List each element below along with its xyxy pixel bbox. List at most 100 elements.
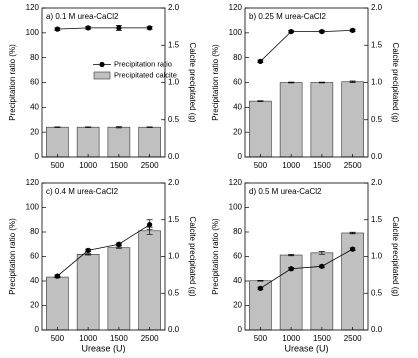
- x-tick-label: 2500: [344, 161, 362, 170]
- point: [54, 26, 60, 32]
- y-tick-label: 20: [30, 301, 39, 310]
- error-bar: [318, 81, 325, 84]
- y2-tick-label: 0.5: [168, 288, 180, 297]
- x-tick-label: 1000: [282, 334, 300, 343]
- x-tick-label: 2500: [141, 334, 159, 343]
- x-tick-label: 1500: [313, 334, 331, 343]
- y-tick-label: 100: [229, 28, 243, 37]
- line: [57, 27, 150, 30]
- y-tick-label: 100: [26, 28, 40, 37]
- y2-tick-label: 1.0: [371, 78, 383, 87]
- y2-tick-label: 1.5: [168, 40, 180, 49]
- point: [350, 27, 356, 33]
- x-tick-label: 500: [51, 334, 65, 343]
- point: [319, 28, 325, 35]
- point: [257, 58, 263, 64]
- y-tick-label: 40: [30, 276, 39, 285]
- y2-tick-label: 1.0: [371, 252, 383, 261]
- bar: [279, 82, 303, 158]
- point: [257, 285, 263, 291]
- y2-tick-label: 1.0: [168, 252, 180, 261]
- error-bar: [349, 80, 356, 83]
- bar: [107, 126, 131, 158]
- x-tick-label: 2500: [141, 161, 159, 170]
- panel-title: a) 0.1 M urea-CaCl2: [46, 12, 119, 21]
- y-tick-label: 40: [233, 276, 242, 285]
- bar: [310, 82, 334, 158]
- panel-title: c) 0.4 M urea-CaCl2: [46, 187, 119, 196]
- y2-tick-label: 0.5: [168, 115, 180, 124]
- y2-axis-label: Calcite precipitated (g): [188, 216, 197, 296]
- y2-tick-label: 1.5: [371, 40, 383, 49]
- y-axis-label: Precipitation ratio (%): [8, 44, 17, 121]
- y2-tick-label: 1.5: [168, 215, 180, 224]
- x-tick-label: 1500: [313, 161, 331, 170]
- point: [147, 25, 153, 31]
- y2-tick-label: 2.0: [168, 178, 180, 187]
- point: [288, 266, 294, 272]
- error-bar: [85, 126, 92, 128]
- y2-tick-label: 2.0: [168, 3, 180, 12]
- error-bar: [288, 81, 295, 84]
- y2-axis-label: Calcite precipitated (g): [188, 42, 197, 122]
- y-tick-label: 20: [233, 127, 242, 136]
- x-tick-label: 1000: [282, 161, 300, 170]
- y-tick-label: 60: [233, 78, 242, 87]
- legend-label: Precipitation ratio: [114, 59, 172, 68]
- legend-swatch: [93, 71, 111, 80]
- bar: [46, 276, 69, 331]
- x-axis-label: Urease (U): [284, 343, 328, 353]
- error-bar: [257, 100, 264, 102]
- y-tick-label: 0: [35, 325, 40, 334]
- point: [147, 222, 153, 228]
- y2-tick-label: 0.5: [371, 115, 383, 124]
- x-tick-label: 2500: [344, 334, 362, 343]
- y2-tick-label: 0.0: [371, 152, 383, 161]
- y2-tick-label: 0.5: [371, 288, 383, 297]
- y-tick-label: 80: [30, 227, 39, 236]
- point: [116, 241, 122, 247]
- y-tick-label: 80: [233, 227, 242, 236]
- y-tick-label: 20: [233, 301, 242, 310]
- y-tick-label: 40: [233, 102, 242, 111]
- x-tick-label: 500: [254, 334, 268, 343]
- y2-tick-label: 2.0: [371, 3, 383, 12]
- x-tick-label: 1000: [79, 334, 97, 343]
- bar: [107, 247, 131, 331]
- y-tick-label: 60: [30, 78, 39, 87]
- panel-title: b) 0.25 M urea-CaCl2: [249, 12, 326, 21]
- y2-tick-label: 0.0: [371, 325, 383, 334]
- point: [319, 263, 325, 269]
- y-tick-label: 120: [229, 3, 243, 12]
- line: [260, 248, 353, 289]
- bar: [138, 230, 161, 331]
- error-bar: [115, 246, 122, 249]
- bar: [138, 126, 161, 158]
- x-axis-label: Urease (U): [81, 343, 125, 353]
- y-tick-label: 60: [233, 252, 242, 261]
- error-bar: [288, 253, 295, 257]
- line: [57, 224, 150, 277]
- bar: [76, 253, 100, 331]
- y-tick-label: 100: [229, 203, 243, 212]
- point: [85, 25, 91, 31]
- y-axis-label: Precipitation ratio (%): [211, 218, 220, 295]
- y-axis-label: Precipitation ratio (%): [8, 218, 17, 295]
- error-bar: [115, 126, 122, 129]
- y2-tick-label: 2.0: [371, 178, 383, 187]
- y-tick-label: 0: [238, 325, 243, 334]
- y-axis-label: Precipitation ratio (%): [211, 44, 220, 121]
- error-bar: [257, 280, 264, 282]
- y2-tick-label: 0.0: [168, 325, 180, 334]
- x-tick-label: 1500: [110, 334, 128, 343]
- y-tick-label: 120: [229, 178, 243, 187]
- error-bar: [85, 253, 92, 256]
- y-tick-label: 120: [26, 178, 40, 187]
- y-tick-label: 40: [30, 102, 39, 111]
- error-bar: [349, 231, 356, 235]
- error-bar: [54, 126, 61, 128]
- y2-tick-label: 0.0: [168, 152, 180, 161]
- y-tick-label: 120: [26, 3, 40, 12]
- y-tick-label: 80: [233, 53, 242, 62]
